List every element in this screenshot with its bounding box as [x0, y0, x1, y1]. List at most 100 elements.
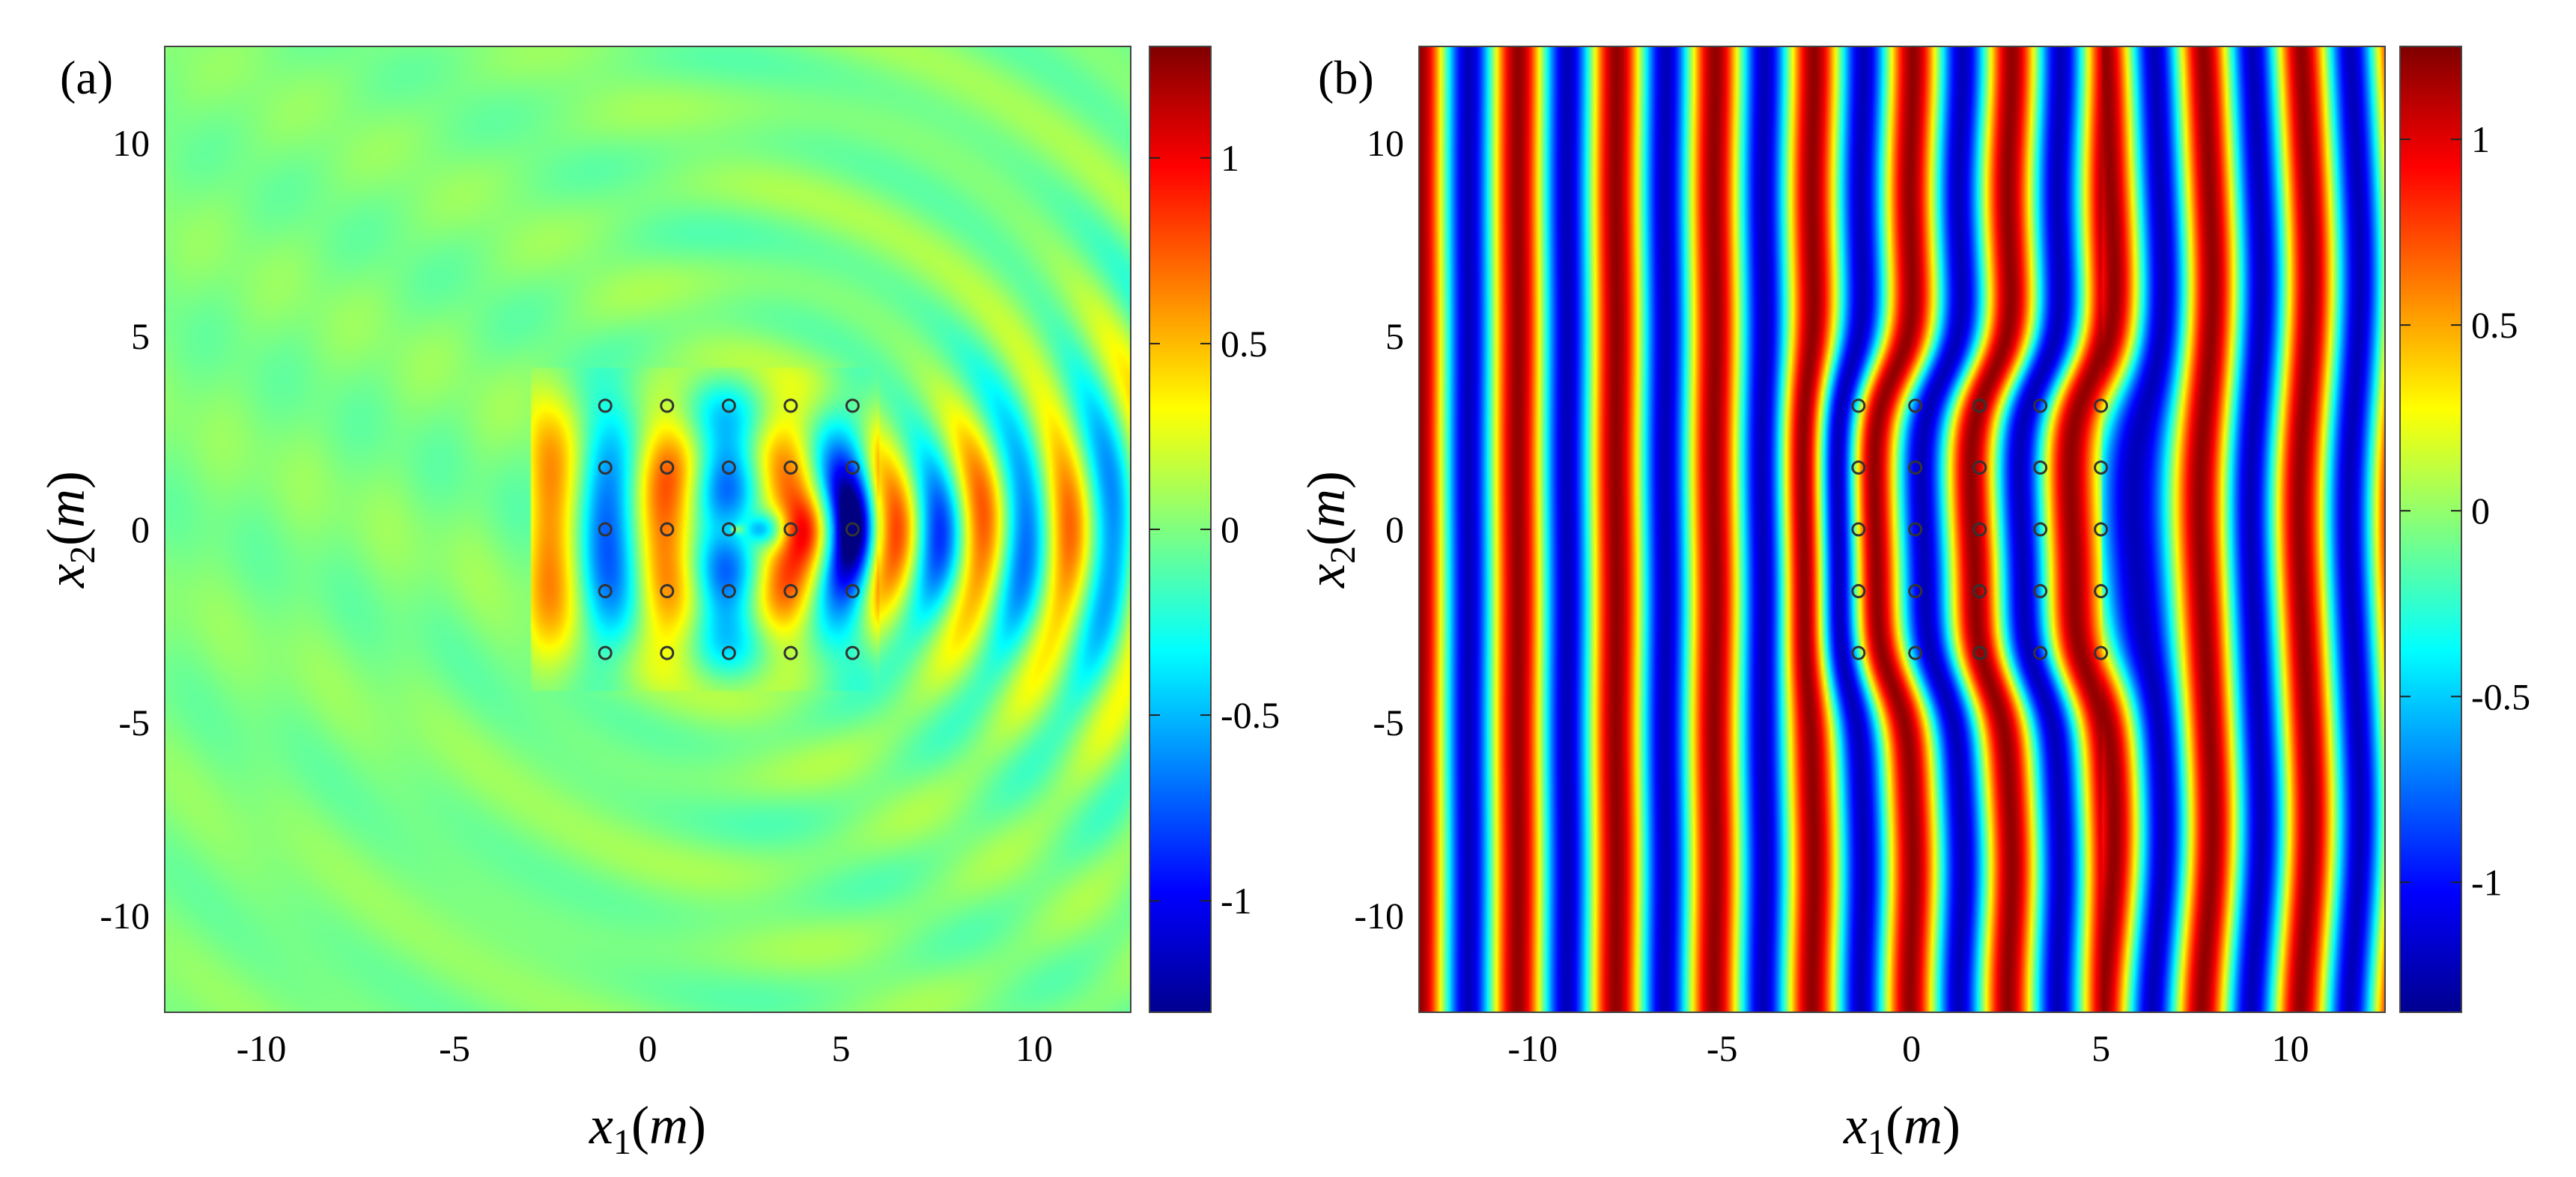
y-axis-label-a: x2(m) — [36, 471, 103, 588]
scatterer-marker — [1972, 398, 1987, 413]
scatterer-marker — [1908, 645, 1923, 660]
scatterer-marker — [721, 522, 736, 537]
scatterer-marker — [598, 460, 613, 475]
scatterer-marker — [2094, 584, 2109, 599]
scatterer-marker — [783, 645, 798, 660]
y-tick-label: 10 — [1367, 122, 1404, 164]
scatterer-marker — [1851, 460, 1866, 475]
scatterer-marker — [845, 645, 860, 660]
scatterer-marker — [598, 584, 613, 599]
scatterer-marker — [721, 460, 736, 475]
y-tick-label: -5 — [1373, 702, 1404, 743]
scatterer-marker — [1972, 584, 1987, 599]
scatterer-marker — [783, 460, 798, 475]
colorbar-tick-label: 0 — [1221, 508, 1239, 550]
scatterer-marker — [2094, 460, 2109, 475]
scatterer-marker — [1908, 584, 1923, 599]
x-tick-label: 0 — [639, 1027, 657, 1069]
y-tick-label: -5 — [118, 702, 150, 743]
scatterer-marker — [660, 645, 675, 660]
scatterer-marker — [660, 522, 675, 537]
scatterer-marker — [2033, 645, 2048, 660]
heatmap-a — [165, 46, 1131, 1012]
scatterer-marker — [721, 584, 736, 599]
scatterer-marker — [721, 398, 736, 413]
colorbar-tick-label: -0.5 — [1221, 694, 1280, 736]
x-tick-label: -10 — [1507, 1027, 1558, 1069]
colorbar-tick-label: 0.5 — [2471, 304, 2518, 346]
x-axis-label-a: x1(m) — [589, 1095, 706, 1162]
colorbar-tick-label: 0 — [2471, 490, 2490, 532]
scatterer-marker — [598, 645, 613, 660]
scatterer-marker — [1908, 460, 1923, 475]
scatterer-marker — [660, 398, 675, 413]
plot-frame-a — [164, 46, 1131, 1013]
x-axis-label-b: x1(m) — [1843, 1095, 1960, 1162]
scatterer-marker — [783, 584, 798, 599]
scatterer-marker — [1851, 584, 1866, 599]
scatterer-marker — [1972, 522, 1987, 537]
scatterer-marker — [845, 522, 860, 537]
scatterer-marker — [1908, 522, 1923, 537]
y-tick-label: 5 — [131, 315, 150, 357]
x-tick-label: 0 — [1902, 1027, 1921, 1069]
panel-label-a: (a) — [60, 51, 113, 104]
scatterer-marker — [660, 584, 675, 599]
scatterer-marker — [721, 645, 736, 660]
x-tick-label: -5 — [439, 1027, 470, 1069]
scatterer-marker — [1851, 522, 1866, 537]
x-tick-label: 10 — [2272, 1027, 2309, 1069]
colorbar-tick-label: -1 — [1221, 880, 1252, 922]
scatterer-marker — [598, 398, 613, 413]
x-ticks-a: -10 -5 0 5 10 — [237, 1027, 1053, 1069]
y-tick-label: -10 — [1354, 895, 1404, 937]
scatterer-marker — [2033, 584, 2048, 599]
colorbar-tick-label: 0.5 — [1221, 323, 1268, 365]
colorbar-tick-label: -1 — [2471, 861, 2503, 903]
scatterer-marker — [2094, 522, 2109, 537]
x-tick-label: 5 — [2092, 1027, 2110, 1069]
scatterer-marker — [2033, 398, 2048, 413]
scatterers-b — [1851, 398, 2109, 660]
x-tick-label: 10 — [1015, 1027, 1053, 1069]
scatterer-marker — [1972, 645, 1987, 660]
scatterer-marker — [2033, 522, 2048, 537]
colorbar-b — [2399, 46, 2462, 1013]
scatterer-marker — [2094, 645, 2109, 660]
scatterer-marker — [2094, 398, 2109, 413]
y-ticks-b: 10 5 0 -5 -10 — [1354, 122, 1404, 937]
scatterer-marker — [1851, 645, 1866, 660]
scatterer-marker — [660, 460, 675, 475]
colorbar-ticks-a: 1 0.5 0 -0.5 -1 — [1149, 137, 1280, 922]
scatterer-marker — [1908, 398, 1923, 413]
y-tick-label: 10 — [112, 122, 150, 164]
x-ticks-b: -10 -5 0 5 10 — [1507, 1027, 2309, 1069]
scatterer-marker — [1972, 460, 1987, 475]
x-tick-label: 5 — [832, 1027, 851, 1069]
scatterer-marker — [1851, 398, 1866, 413]
scatterer-marker — [783, 398, 798, 413]
colorbar-tick-label: 1 — [2471, 118, 2490, 160]
scatterer-marker — [845, 584, 860, 599]
heatmap-b — [1419, 46, 2385, 1012]
y-axis-label-b: x2(m) — [1296, 471, 1363, 588]
x-tick-label: -5 — [1707, 1027, 1738, 1069]
scatterer-marker — [2033, 460, 2048, 475]
scatterers-a — [598, 398, 860, 660]
y-ticks-a: 10 5 0 -5 -10 — [100, 122, 150, 937]
colorbar-ticks-b: 1 0.5 0 -0.5 -1 — [2400, 118, 2530, 903]
scatterer-marker — [783, 522, 798, 537]
scatterer-marker — [598, 522, 613, 537]
y-tick-label: -10 — [100, 895, 150, 937]
plot-frame-b — [1418, 46, 2386, 1013]
x-tick-label: -10 — [237, 1027, 287, 1069]
colorbar-tick-label: -0.5 — [2471, 675, 2530, 717]
y-tick-label: 5 — [1385, 315, 1404, 357]
y-tick-label: 0 — [131, 508, 150, 550]
colorbar-tick-label: 1 — [1221, 137, 1239, 179]
scatterer-marker — [845, 398, 860, 413]
y-tick-label: 0 — [1385, 508, 1404, 550]
